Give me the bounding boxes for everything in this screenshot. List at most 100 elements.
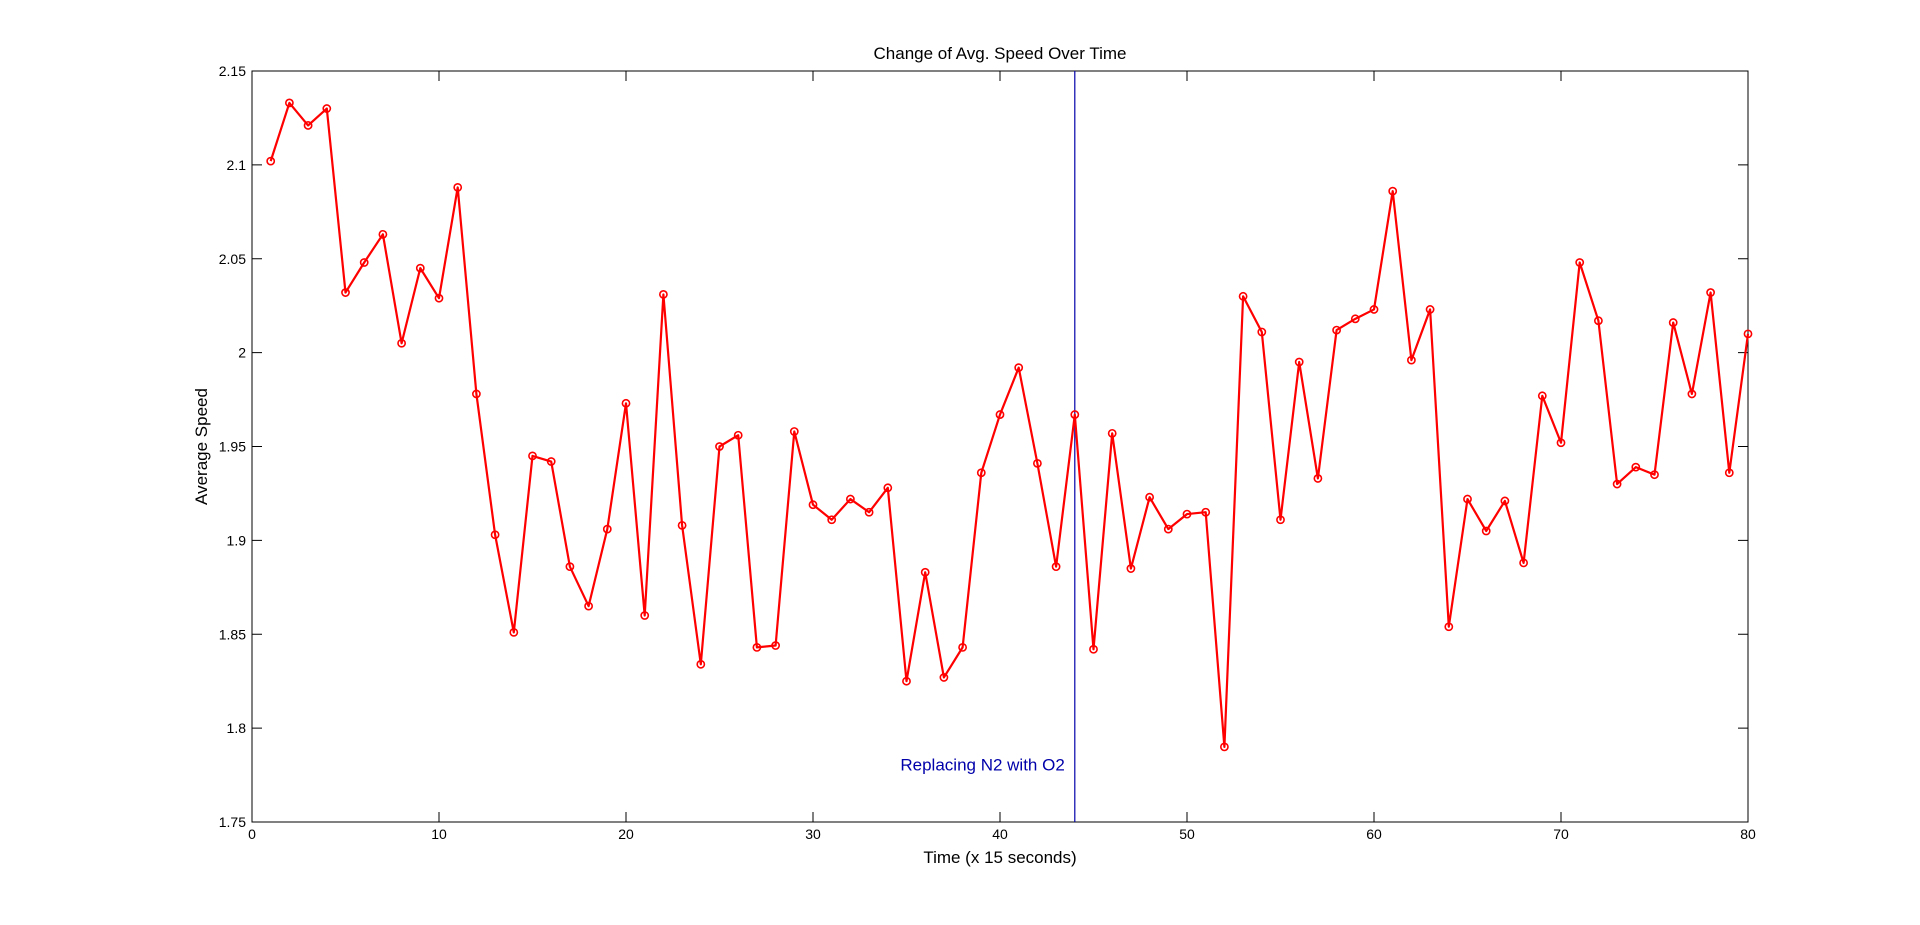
data-point	[640, 611, 650, 620]
series-group	[266, 98, 1753, 752]
data-point	[415, 263, 425, 273]
y-tick-label: 1.8	[227, 720, 247, 736]
data-point	[1706, 288, 1715, 297]
x-tick-label: 50	[1179, 826, 1195, 842]
plot-frame	[251, 70, 1749, 823]
data-point	[359, 258, 369, 267]
data-point	[453, 183, 463, 192]
data-point	[715, 442, 724, 451]
series-line	[269, 101, 1750, 749]
data-point	[1556, 438, 1566, 448]
data-point	[397, 338, 406, 348]
data-point	[1594, 316, 1603, 326]
data-point	[1444, 622, 1454, 632]
data-point	[1369, 305, 1379, 314]
data-point	[1724, 468, 1734, 478]
data-point	[976, 468, 986, 478]
data-point	[995, 410, 1005, 419]
data-point	[846, 494, 855, 504]
data-point	[1537, 391, 1547, 401]
x-tick-label: 0	[248, 826, 256, 842]
chart-title: Change of Avg. Speed Over Time	[874, 44, 1127, 63]
x-tick-label: 30	[805, 826, 821, 842]
data-point	[659, 290, 668, 299]
data-point	[1070, 410, 1080, 419]
data-point	[789, 427, 799, 436]
x-tick-label: 80	[1740, 826, 1756, 842]
annotation-group: Replacing N2 with O2	[900, 71, 1076, 822]
data-point	[1294, 357, 1304, 367]
y-tick-label: 1.9	[227, 532, 247, 548]
data-point	[1500, 496, 1510, 506]
data-point	[565, 562, 575, 572]
data-point	[696, 659, 706, 669]
data-point	[1163, 524, 1173, 534]
data-point	[602, 524, 612, 534]
x-tick-label: 60	[1366, 826, 1382, 842]
data-point	[1332, 325, 1341, 335]
data-point	[528, 451, 537, 461]
data-point	[1126, 564, 1136, 573]
data-point	[1575, 258, 1585, 267]
data-point	[1220, 742, 1229, 752]
data-point	[1650, 470, 1659, 480]
data-point	[621, 398, 631, 408]
annotation-label: Replacing N2 with O2	[900, 756, 1064, 775]
data-point	[1051, 562, 1061, 572]
data-point	[284, 98, 294, 108]
data-point	[1014, 363, 1024, 373]
x-axis-label: Time (x 15 seconds)	[923, 848, 1076, 867]
data-point	[378, 229, 388, 239]
data-point	[752, 642, 762, 652]
data-point	[1425, 305, 1435, 314]
data-point	[771, 641, 780, 650]
data-point	[1182, 509, 1192, 519]
y-tick-label: 2.15	[219, 63, 246, 79]
data-point	[1631, 462, 1641, 472]
data-point	[490, 530, 500, 540]
data-point	[864, 507, 874, 517]
data-point	[883, 483, 893, 493]
data-point	[1612, 479, 1622, 489]
data-point	[1519, 558, 1528, 568]
data-point	[1407, 355, 1416, 365]
y-axis-label: Average Speed	[192, 388, 211, 505]
y-tick-label: 2.1	[227, 157, 247, 173]
x-tick-label: 40	[992, 826, 1008, 842]
data-point	[266, 156, 276, 166]
data-point	[303, 121, 313, 130]
data-point	[1238, 291, 1248, 301]
data-point	[1687, 389, 1697, 399]
data-point	[1668, 318, 1678, 327]
x-tick-label: 20	[618, 826, 634, 842]
data-point	[584, 601, 593, 611]
data-point	[1388, 186, 1398, 196]
data-point	[341, 288, 350, 297]
y-tick-label: 1.85	[219, 626, 246, 642]
y-tick-label: 1.95	[219, 439, 246, 455]
data-point	[471, 389, 481, 399]
data-point	[1257, 327, 1267, 337]
data-point	[808, 500, 818, 510]
data-point	[1481, 526, 1491, 536]
y-tick-label: 2.05	[219, 251, 246, 267]
data-point	[1350, 314, 1360, 324]
data-point	[677, 520, 687, 530]
data-point	[1089, 644, 1098, 654]
data-point	[546, 457, 556, 466]
data-point	[827, 515, 837, 525]
x-tick-label: 70	[1553, 826, 1569, 842]
data-point	[322, 104, 332, 113]
data-point	[1313, 474, 1323, 483]
axis-ticks: 0 10 20 30 40 50 60 70 80 1.75 1.8 1.85 1.9 1.95 2 2.05…	[219, 63, 1756, 842]
data-point	[902, 676, 911, 686]
data-point	[939, 673, 949, 682]
data-point	[1033, 458, 1042, 468]
y-tick-label: 1.75	[219, 814, 246, 830]
data-point	[1145, 492, 1154, 502]
y-tick-label: 2	[238, 345, 246, 361]
x-tick-label: 10	[431, 826, 447, 842]
data-point	[434, 293, 444, 303]
